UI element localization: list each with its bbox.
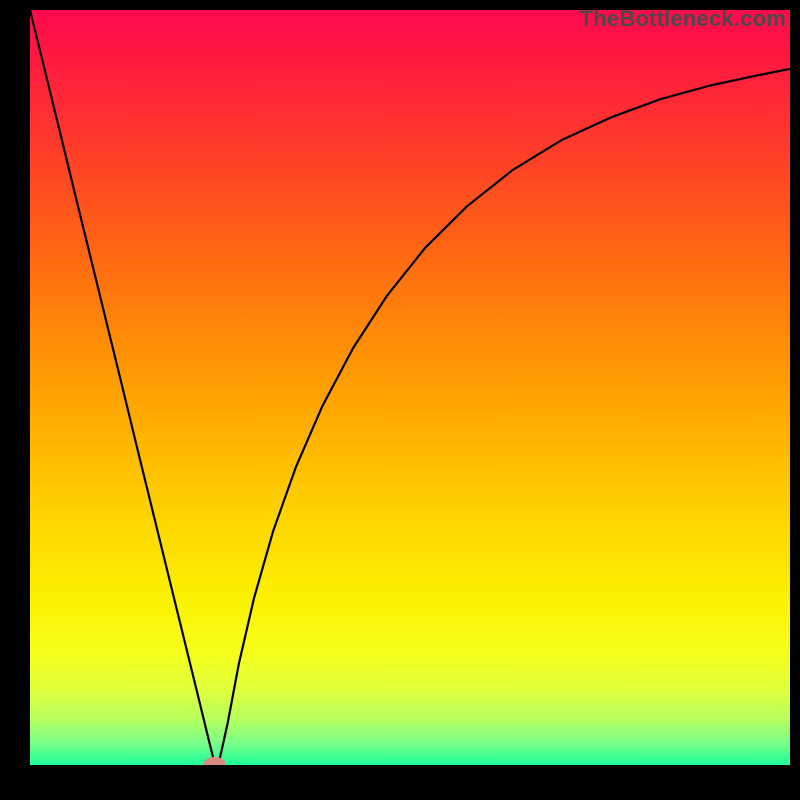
plot-background bbox=[30, 10, 790, 765]
bottleneck-curve-chart bbox=[0, 0, 800, 800]
chart-frame: TheBottleneck.com bbox=[0, 0, 800, 800]
optimum-marker bbox=[204, 757, 226, 771]
